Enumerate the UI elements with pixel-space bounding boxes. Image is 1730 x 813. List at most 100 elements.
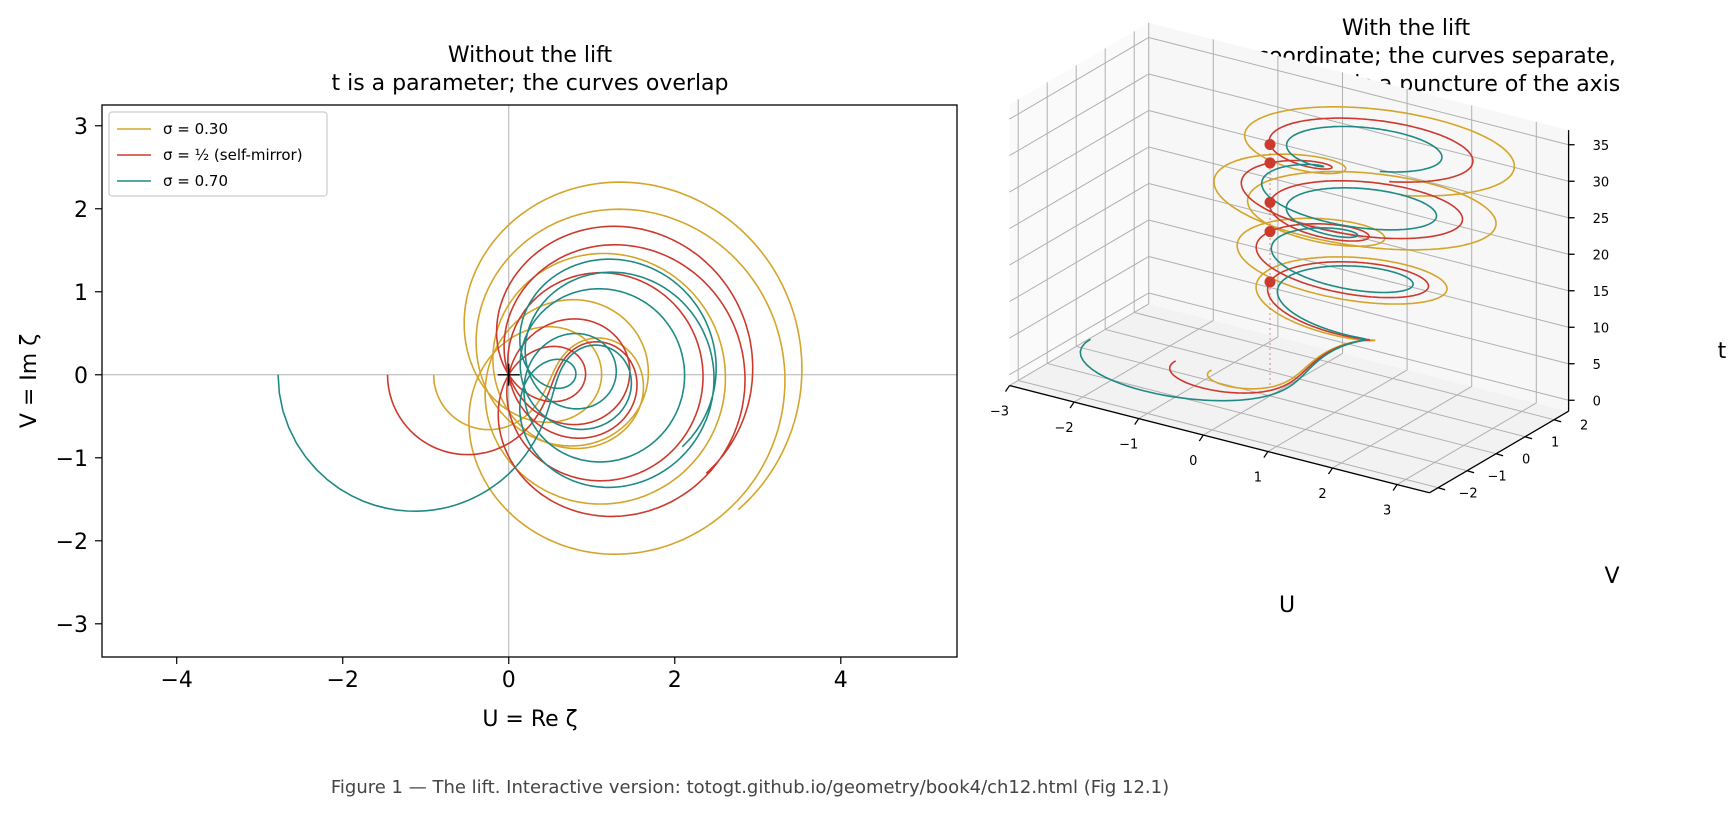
left-curve-series-2: [277, 258, 717, 513]
grid-line: [1009, 110, 1149, 193]
grid-line: [1009, 146, 1149, 230]
y-tick-label: 3: [74, 115, 88, 140]
left-title: Without the lift: [448, 43, 613, 68]
y-tick-label: −2: [56, 530, 88, 555]
grid-line: [1009, 73, 1149, 157]
t-tick-label: 35: [1593, 139, 1610, 154]
t-tick-label: 15: [1593, 285, 1610, 300]
left-subtitle: t is a parameter; the curves overlap: [331, 71, 728, 96]
right-title: With the lift: [1342, 16, 1471, 41]
right-curves: [1079, 106, 1516, 402]
u-tick-mark: [1263, 451, 1269, 458]
right-curve-series-1: [1168, 117, 1474, 394]
left-curve-series-1: [386, 225, 754, 518]
right-u-axis-label: U: [1279, 593, 1295, 618]
t-tick-label: 0: [1593, 394, 1601, 409]
v-tick-mark: [1495, 453, 1504, 457]
u-tick-label: −2: [1055, 421, 1074, 436]
y-tick-label: 2: [74, 198, 88, 223]
grid-line: [1148, 146, 1569, 255]
left-curves: [277, 181, 803, 555]
u-tick-mark: [1392, 484, 1398, 491]
x-tick-label: 2: [668, 668, 682, 693]
grid-line: [1105, 328, 1526, 438]
grid-line: [1267, 369, 1408, 452]
grid-line: [1009, 303, 1149, 386]
grid-line: [1148, 110, 1569, 219]
legend-label-sigma-050: σ = ½ (self-mirror): [163, 146, 303, 164]
v-tick-label: 2: [1580, 419, 1588, 434]
grid-line: [1148, 256, 1569, 365]
y-tick-label: −1: [56, 447, 88, 472]
panel-with-lift: With the lift t is a coordinate; the cur…: [990, 16, 1727, 618]
grid-line: [1148, 37, 1569, 146]
v-tick-label: −1: [1488, 470, 1507, 485]
left-curve-series-0: [432, 181, 803, 555]
right-curve-series-0: [1206, 106, 1516, 390]
u-tick-mark: [1134, 418, 1140, 425]
v-axis-line: [1429, 410, 1569, 494]
grid-line: [1009, 219, 1149, 303]
3d-panes: [1009, 22, 1569, 493]
grid-line: [1073, 320, 1214, 403]
u-axis-line: [1009, 384, 1430, 494]
grid-line: [1076, 345, 1497, 455]
t-tick-label: 10: [1593, 321, 1610, 336]
grid-line: [1018, 379, 1439, 489]
legend: σ = 0.30 σ = ½ (self-mirror) σ = 0.70: [108, 111, 328, 197]
v-tick-mark: [1553, 419, 1562, 423]
u-tick-mark: [1069, 401, 1075, 409]
zero-marker: [1264, 139, 1276, 151]
v-tick-label: 0: [1522, 453, 1530, 468]
floor-pane: [1009, 303, 1569, 493]
u-tick-label: 2: [1318, 487, 1326, 502]
t-tick-label: 30: [1593, 175, 1610, 190]
legend-label-sigma-030: σ = 0.30: [163, 120, 228, 138]
x-tick-label: 4: [834, 668, 848, 693]
u-tick-label: 3: [1383, 504, 1391, 519]
zero-marker: [1264, 276, 1276, 288]
x-tick-label: 0: [502, 668, 516, 693]
grid-line: [1009, 256, 1149, 339]
v-tick-mark: [1466, 470, 1475, 474]
y-tick-label: 0: [74, 364, 88, 389]
zero-marker: [1264, 157, 1276, 169]
origin-marker: [497, 363, 520, 386]
grid-line: [1047, 362, 1468, 472]
left-x-axis-label: U = Re ζ: [482, 707, 577, 732]
t-tick-label: 20: [1593, 248, 1610, 263]
u-tick-label: −1: [1119, 438, 1138, 453]
u-tick-label: 1: [1254, 471, 1262, 486]
u-tick-label: 0: [1189, 454, 1197, 469]
side-pane: [1009, 22, 1149, 386]
u-tick-mark: [1327, 467, 1334, 475]
grid-line: [1009, 37, 1149, 120]
v-tick-label: 1: [1551, 436, 1559, 451]
grid-line: [1148, 219, 1569, 328]
right-t-axis-label: t: [1718, 339, 1727, 364]
left-y-ticks: 3 2 1 0 −1 −2 −3: [56, 115, 102, 638]
legend-label-sigma-070: σ = 0.70: [163, 172, 228, 190]
y-tick-label: 1: [74, 281, 88, 306]
v-tick-mark: [1524, 436, 1533, 440]
y-tick-label: −3: [56, 613, 88, 638]
left-axes-frame: [101, 104, 958, 658]
x-tick-label: −4: [160, 668, 192, 693]
u-tick-label: −3: [990, 405, 1009, 420]
back-pane: [1148, 22, 1569, 412]
zero-marker: [1264, 226, 1276, 238]
zero-marker: [1264, 196, 1276, 208]
grid-line: [1009, 292, 1149, 376]
right-v-axis-label: V: [1604, 564, 1619, 589]
left-x-ticks: −4 −2 0 2 4: [160, 657, 848, 693]
v-tick-label: −2: [1459, 487, 1478, 502]
u-tick-mark: [1004, 385, 1011, 392]
grid-line: [1134, 311, 1555, 421]
x-tick-label: −2: [327, 668, 359, 693]
grid-line: [1009, 183, 1149, 266]
grid-line: [1148, 183, 1569, 292]
grid-line: [1396, 402, 1537, 485]
t-tick-label: 25: [1593, 212, 1610, 227]
